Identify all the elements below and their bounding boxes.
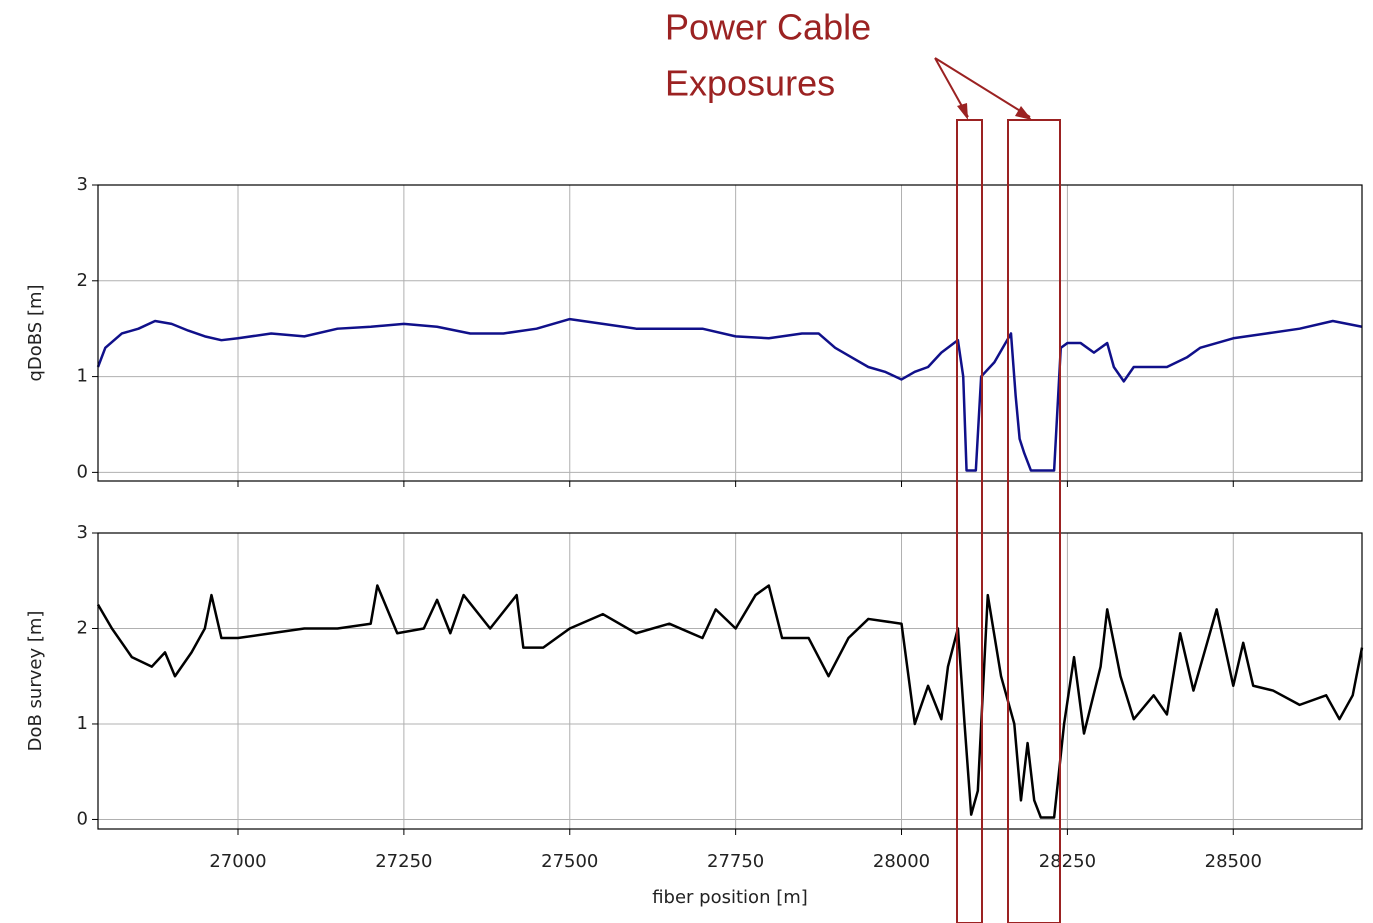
y-tick-label: 1 xyxy=(77,713,88,734)
annotation: Power Cable xyxy=(665,7,871,48)
data-line xyxy=(96,584,1364,819)
x-tick-label: 27250 xyxy=(375,851,432,872)
y-tick-label: 2 xyxy=(77,270,88,291)
plot-frame xyxy=(97,532,1363,830)
y-axis-label: qDoBS [m] xyxy=(25,284,46,381)
data-line xyxy=(96,317,1363,472)
y-tick-label: 1 xyxy=(77,366,88,387)
x-tick-label: 27500 xyxy=(541,851,598,872)
highlight-box xyxy=(956,119,983,923)
annotation: Exposures xyxy=(665,63,835,104)
y-tick-label: 3 xyxy=(77,174,88,195)
arrow xyxy=(934,57,1031,118)
x-tick-label: 28250 xyxy=(1039,851,1096,872)
y-tick-label: 0 xyxy=(77,808,88,829)
highlight-box xyxy=(1007,119,1061,923)
y-tick-label: 0 xyxy=(77,461,88,482)
x-tick-label: 27750 xyxy=(707,851,764,872)
arrowhead xyxy=(957,103,968,120)
y-tick-label: 3 xyxy=(77,522,88,543)
x-tick-label: 28500 xyxy=(1205,851,1262,872)
plot-frame xyxy=(97,184,1363,482)
arrowhead xyxy=(1015,106,1032,120)
x-tick-label: 28000 xyxy=(873,851,930,872)
y-axis-label: DoB survey [m] xyxy=(25,611,46,752)
x-axis-label: fiber position [m] xyxy=(652,887,808,908)
y-tick-label: 2 xyxy=(77,617,88,638)
x-tick-label: 27000 xyxy=(209,851,266,872)
